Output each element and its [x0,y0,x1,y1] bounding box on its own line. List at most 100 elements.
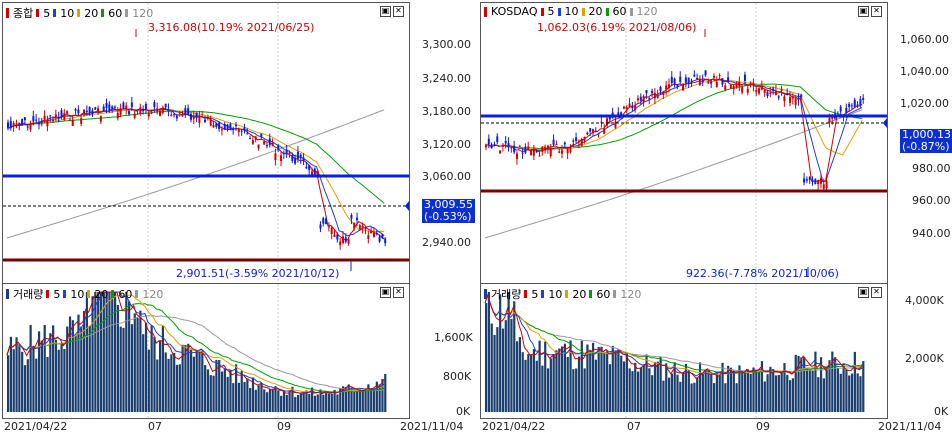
vma120-label: 120 [142,287,164,301]
vma10-label: 10 [548,287,563,301]
right-axis-1040: 1,040.00 [900,65,949,78]
restore-icon[interactable]: ▣ [858,6,869,17]
close-icon[interactable]: ✕ [871,287,882,298]
ma60-label: 60 [108,6,123,20]
left-date-09: 09 [277,420,291,433]
vma120-swatch [135,290,139,298]
ma5-label: 5 [43,6,51,20]
vma20-swatch [565,290,569,298]
right-volume-chart [484,284,865,418]
left-price-legend: 종합 5 10 20 60 120 [6,5,153,21]
ma20-swatch [581,7,585,16]
left-current-price: 3,009.55 [424,198,473,211]
left-price-chart [3,3,409,283]
left-low-annotation: 2,901.51(-3.59% 2021/10/12) [176,267,340,280]
ma10-swatch [53,9,57,17]
ma10-label: 10 [60,6,75,20]
vma5-swatch [46,290,50,298]
restore-icon[interactable]: ▣ [380,6,391,17]
left-axis-2940: 2,940.00 [422,236,471,249]
right-high-annotation: 1,062.03(6.19% 2021/08/06) [537,21,697,34]
left-volume-title: 거래량 [13,288,44,301]
left-volume-panel[interactable]: 거래량 5 10 20 60 120 ▣ ✕ [2,283,410,419]
right-vol-axis-0k: 0K [934,405,949,418]
vma10-swatch [541,290,545,298]
vma60-label: 60 [596,287,611,301]
ma20-swatch [77,9,81,17]
right-date-07: 07 [627,420,641,433]
right-axis-1060: 1,060.00 [900,33,949,46]
close-icon[interactable]: ✕ [393,6,404,17]
close-icon[interactable]: ✕ [393,287,404,298]
right-date-start: 2021/04/22 [482,420,546,433]
right-current-price-badge: 1,000.13 (-0.87%) [900,129,952,153]
left-axis-3300: 3,300.00 [422,38,471,51]
vma5-label: 5 [53,287,61,301]
vma5-label: 5 [531,287,539,301]
vma20-swatch [87,290,91,298]
vma60-label: 60 [118,287,133,301]
left-current-change: (-0.53%) [424,210,472,223]
left-date-07: 07 [148,420,162,433]
left-vol-axis-1600k: 1,600K [434,331,473,344]
ma120-swatch [125,9,129,17]
vma120-swatch [613,290,617,298]
vma5-swatch [524,290,528,298]
left-axis-3240: 3,240.00 [422,72,471,85]
left-date-start: 2021/04/22 [4,420,68,433]
ma10-swatch [557,7,561,16]
left-date-end: 2021/11/04 [400,420,464,433]
ma120-label: 120 [636,5,658,18]
vma120-label: 120 [620,287,642,301]
right-price-title: KOSDAQ [491,5,538,18]
right-price-chart [481,3,887,283]
restore-icon[interactable]: ▣ [858,287,869,298]
left-price-title: 종합 [13,7,34,20]
candle-legend-icon [484,6,487,17]
left-vol-axis-0k: 0K [456,405,471,418]
right-date-end: 2021/11/04 [878,420,942,433]
vma60-swatch [589,290,593,298]
right-current-change: (-0.87%) [902,140,950,153]
ma120-swatch [629,7,633,16]
right-vol-axis-4000k: 4,000K [905,294,944,307]
left-axis-3180: 3,180.00 [422,105,471,118]
vma10-label: 10 [70,287,85,301]
right-current-price: 1,000.13 [902,128,951,141]
left-current-price-badge: 3,009.55 (-0.53%) [422,199,475,223]
ma10-label: 10 [564,5,579,18]
right-date-09: 09 [756,420,770,433]
right-low-annotation: 922.36(-7.78% 2021/10/06) [686,267,839,280]
left-price-panel[interactable]: 종합 5 10 20 60 120 ▣ ✕ [2,2,410,284]
left-high-annotation: 3,316.08(10.19% 2021/06/25) [148,21,315,34]
close-icon[interactable]: ✕ [871,6,882,17]
left-volume-chart [6,284,387,418]
vma10-swatch [63,290,67,298]
vma20-label: 20 [572,287,587,301]
right-volume-panel[interactable]: 거래량 5 10 20 60 120 ▣ ✕ [480,283,888,419]
vma60-swatch [111,290,115,298]
right-price-legend: KOSDAQ 5 10 20 60 120 [484,5,658,18]
restore-icon[interactable]: ▣ [380,287,391,298]
volume-legend-icon [484,289,487,299]
right-axis-960: 960.00 [912,194,951,207]
candle-legend-icon [6,8,9,18]
ma5-label: 5 [547,5,555,18]
right-volume-legend: 거래량 5 10 20 60 120 [484,286,641,302]
right-axis-980: 980.00 [912,162,951,175]
ma60-swatch [101,9,105,17]
vma20-label: 20 [94,287,109,301]
left-vol-axis-800k: 800K [443,370,472,383]
right-vol-axis-2000k: 2,000K [905,352,944,365]
ma60-swatch [605,7,609,16]
left-volume-legend: 거래량 5 10 20 60 120 [6,286,163,302]
ma5-swatch [36,9,40,17]
right-axis-1020: 1,020.00 [900,97,949,110]
left-axis-3060: 3,060.00 [422,170,471,183]
ma60-label: 60 [612,5,627,18]
ma120-label: 120 [132,6,154,20]
right-price-panel[interactable]: KOSDAQ 5 10 20 60 120 ▣ ✕ [480,2,888,284]
ma20-label: 20 [84,6,99,20]
right-axis-940: 940.00 [912,227,951,240]
ma5-swatch [540,7,544,16]
